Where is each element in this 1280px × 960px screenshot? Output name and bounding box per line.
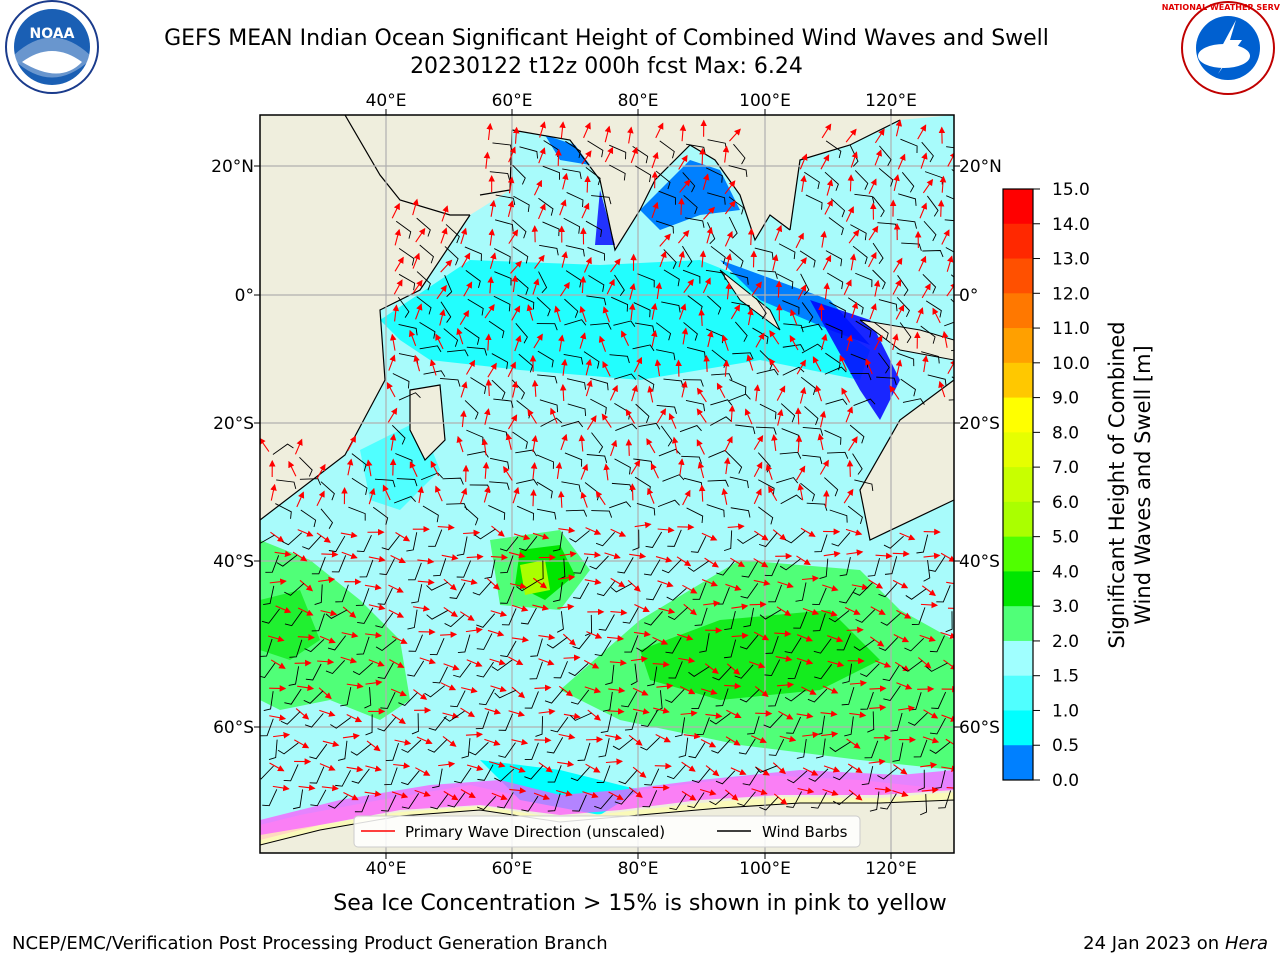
colorbar-tick-label: 5.0	[1052, 528, 1079, 548]
colorbar-swatch	[1003, 501, 1033, 538]
nws-logo-text: NATIONAL WEATHER SERVICE	[1162, 3, 1280, 12]
colorbar-swatch	[1003, 640, 1033, 677]
footer-producer: NCEP/EMC/Verification Post Processing Pr…	[12, 933, 608, 954]
lat-tick-left: 20°S	[213, 414, 254, 434]
colorbar-tick-label: 7.0	[1052, 458, 1079, 478]
colorbar-swatch	[1003, 675, 1033, 711]
lon-tick-top: 40°E	[366, 91, 407, 111]
colorbar-tick-label: 6.0	[1052, 493, 1079, 513]
lon-tick-top: 100°E	[739, 91, 791, 111]
colorbar-tick-label: 10.0	[1052, 354, 1090, 374]
chart-title: GEFS MEAN Indian Ocean Significant Heigh…	[164, 26, 1049, 51]
nws-logo: NATIONAL WEATHER SERVICE	[1162, 1, 1280, 95]
colorbar-tick-label: 15.0	[1052, 180, 1090, 200]
colorbar-swatch	[1003, 362, 1033, 399]
lat-tick-right: 40°S	[959, 552, 1000, 572]
colorbar-swatch	[1003, 258, 1033, 294]
colorbar-tick-label: 2.0	[1052, 632, 1079, 652]
lon-tick-bottom: 120°E	[865, 859, 917, 879]
colorbar-swatch	[1003, 606, 1033, 642]
graticule	[260, 115, 954, 853]
colorbar: 15.0 14.0 13.0 12.0 11.0 10.0 9.0 8.0 7.0 6.0 5.0 4…	[1002, 180, 1155, 791]
sea-ice-note: Sea Ice Concentration > 15% is shown in …	[333, 891, 947, 916]
wave-and-wind-vectors	[260, 119, 954, 816]
map-legend: Primary Wave Direction (unscaled) Wind B…	[353, 815, 861, 848]
noaa-logo-text: NOAA	[30, 26, 75, 42]
lat-tick-right: 0°	[959, 286, 978, 306]
lon-tick-top: 60°E	[492, 91, 533, 111]
lon-tick-bottom: 60°E	[492, 859, 533, 879]
footer-date-text: 24 Jan 2023 on	[1083, 933, 1225, 954]
footer-date: 24 Jan 2023 on Hera	[1083, 933, 1268, 954]
colorbar-tick-label: 0.5	[1052, 736, 1079, 756]
lat-tick-left: 0°	[235, 286, 254, 306]
wave-direction-legend-label: Primary Wave Direction (unscaled)	[405, 823, 665, 841]
colorbar-tick-label: 4.0	[1052, 562, 1079, 582]
colorbar-tick-label: 14.0	[1052, 215, 1090, 235]
colorbar-tick-label: 9.0	[1052, 389, 1079, 409]
wind-barbs-legend-label: Wind Barbs	[762, 823, 848, 841]
colorbar-tick-label: 8.0	[1052, 423, 1079, 443]
lat-tick-right: 20°S	[959, 414, 1000, 434]
lat-tick-right: 60°S	[959, 718, 1000, 738]
colorbar-swatch	[1003, 536, 1033, 572]
colorbar-tick-label: 3.0	[1052, 597, 1079, 617]
lat-tick-left: 60°S	[213, 718, 254, 738]
colorbar-label-line1: Significant Height of Combined	[1105, 321, 1129, 648]
lat-tick-left: 40°S	[213, 552, 254, 572]
map-frame	[259, 114, 955, 854]
colorbar-tick-label: 1.5	[1052, 667, 1079, 687]
footer-host: Hera	[1224, 933, 1268, 954]
colorbar-tick-label: 13.0	[1052, 250, 1090, 270]
colorbar-tick-label: 0.0	[1052, 771, 1079, 791]
colorbar-swatch	[1003, 432, 1033, 468]
lon-tick-top: 120°E	[865, 91, 917, 111]
colorbar-tick-label: 11.0	[1052, 319, 1090, 339]
noaa-logo: NOAA	[5, 0, 99, 94]
colorbar-swatch	[1003, 571, 1033, 607]
lon-tick-bottom: 80°E	[618, 859, 659, 879]
lon-tick-bottom: 100°E	[739, 859, 791, 879]
colorbar-tick-label: 1.0	[1052, 701, 1079, 721]
lon-tick-top: 80°E	[618, 91, 659, 111]
colorbar-label-line2: Wind Waves and Swell [m]	[1131, 345, 1155, 625]
colorbar-swatch	[1003, 223, 1033, 260]
colorbar-swatch	[1003, 189, 1033, 225]
chart-subtitle-date: 20230122 t12z 000h fcst Max: 6.24	[410, 54, 803, 79]
colorbar-swatch	[1003, 745, 1033, 781]
colorbar-swatch	[1003, 328, 1033, 364]
lat-tick-right: 20°N	[959, 157, 1002, 177]
colorbar-swatch	[1003, 293, 1033, 329]
colorbar-tick-label: 12.0	[1052, 284, 1090, 304]
lat-tick-left: 20°N	[211, 157, 254, 177]
colorbar-swatch	[1003, 710, 1033, 746]
colorbar-swatch	[1003, 397, 1033, 433]
lon-tick-bottom: 40°E	[366, 859, 407, 879]
colorbar-swatch	[1003, 467, 1033, 503]
